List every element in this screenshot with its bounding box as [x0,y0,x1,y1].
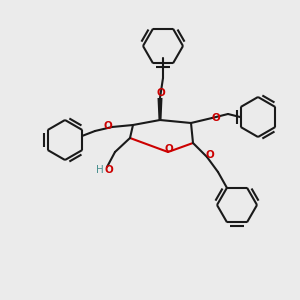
Text: O: O [105,165,113,175]
Text: O: O [165,144,173,154]
Text: O: O [157,88,165,98]
Text: O: O [212,113,220,123]
Text: H: H [96,165,104,175]
Polygon shape [158,98,163,120]
Text: O: O [206,150,214,160]
Text: O: O [103,121,112,131]
